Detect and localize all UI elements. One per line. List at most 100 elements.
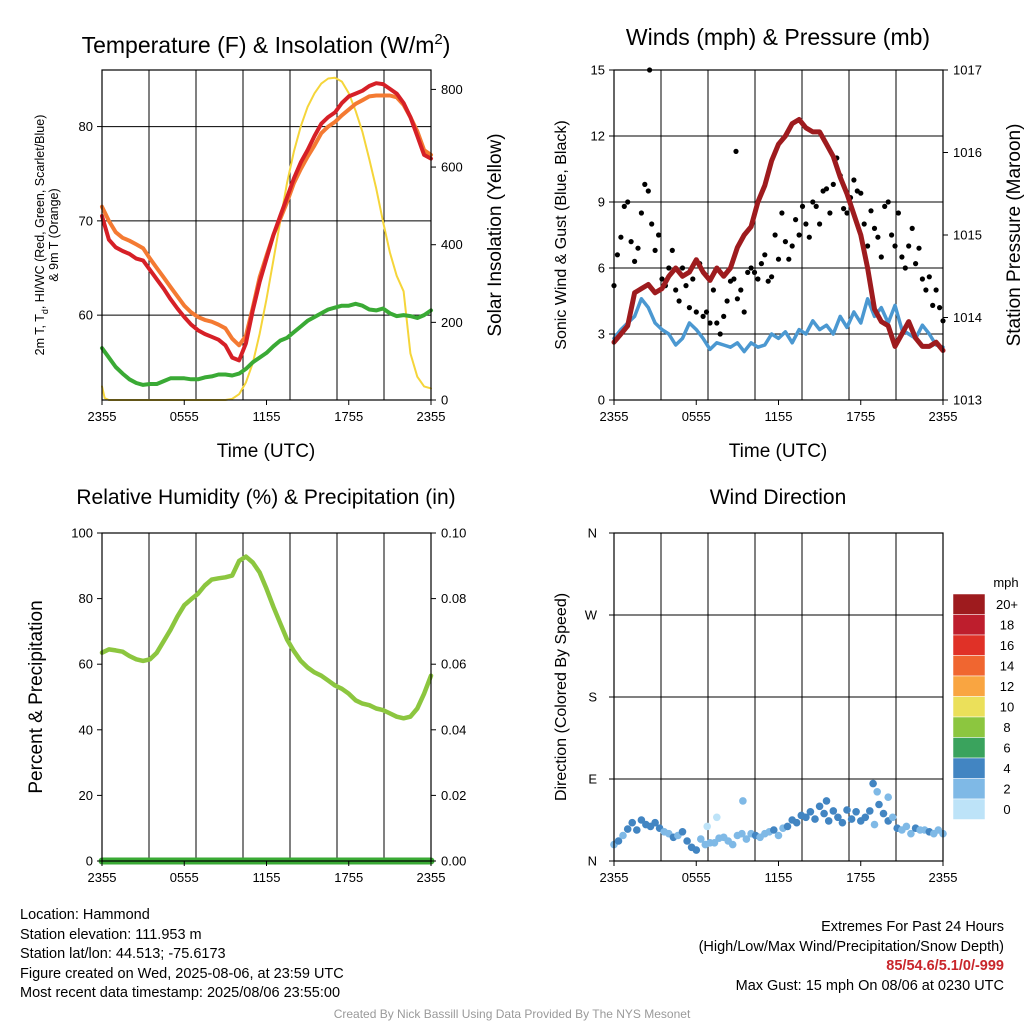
y-axis-label-humidity: Percent & Precipitation xyxy=(26,600,47,793)
gust-point xyxy=(937,305,943,311)
gust-point xyxy=(638,210,645,216)
direction-point xyxy=(792,818,801,827)
y-right-axis-label-winds: Station Pressure (Maroon) xyxy=(1004,124,1024,347)
gust-point xyxy=(762,252,768,258)
gust-point xyxy=(878,254,884,260)
y-tick-label: 20 xyxy=(79,788,93,803)
y-tick-label: 0 xyxy=(86,854,93,869)
y-right-tick-label: 1013 xyxy=(953,393,982,408)
y-tick-label: 3 xyxy=(598,327,605,342)
y-right-axis-text: Station Pressure (Maroon) xyxy=(1004,124,1024,347)
extremes-subtitle: (High/Low/Max Wind/Precipitation/Snow De… xyxy=(698,938,1004,955)
plot-area-winds xyxy=(614,70,943,400)
y-tick-label: 9 xyxy=(598,195,605,210)
plot-area-humidity xyxy=(102,533,431,861)
direction-point xyxy=(806,808,815,816)
gust-point xyxy=(779,210,785,216)
direction-point xyxy=(728,840,737,849)
direction-point xyxy=(902,822,911,831)
gust-point xyxy=(909,225,915,231)
y-right-tick-label: 0.04 xyxy=(441,722,466,737)
gust-point xyxy=(751,269,758,275)
direction-point xyxy=(866,807,874,815)
y-right-axis-label-temperature: Solar Insolation (Yellow) xyxy=(485,133,506,336)
y-axis-label-temperature: 2m T, Td, HI/WC (Red, Green, Scarlet/Blu… xyxy=(33,115,61,356)
extremes-title: Extremes For Past 24 Hours xyxy=(821,919,1004,935)
y-right-tick-label: 1014 xyxy=(953,310,982,325)
direction-point xyxy=(861,813,870,822)
direction-point xyxy=(738,829,746,838)
y-right-tick-label: 600 xyxy=(441,160,463,175)
gust-point xyxy=(889,232,895,238)
gust-point xyxy=(755,276,761,282)
gust-point xyxy=(765,278,771,284)
direction-point xyxy=(852,808,860,816)
gust-point xyxy=(930,302,936,308)
direction-point xyxy=(739,797,747,805)
gust-point xyxy=(693,309,699,315)
gust-point xyxy=(782,239,789,245)
direction-point xyxy=(875,800,883,809)
direction-point xyxy=(822,797,831,805)
gust-point xyxy=(926,274,932,280)
colorbar-title: mph xyxy=(993,575,1018,590)
direction-point xyxy=(907,829,915,838)
gust-point xyxy=(717,331,723,337)
y-right-axis-text: Solar Insolation (Yellow) xyxy=(485,133,506,336)
x-tick-label: 1155 xyxy=(253,409,281,424)
y-axis-label-line: & 9m T (Orange) xyxy=(47,188,61,281)
gust-point xyxy=(916,245,922,251)
y-axis-text: Sonic Wind & Gust (Blue, Black) xyxy=(553,120,570,349)
direction-point xyxy=(847,815,856,823)
y-right-tick-label: 0.10 xyxy=(441,526,466,541)
x-tick-label: 2355 xyxy=(417,409,446,424)
gust-point xyxy=(817,221,823,227)
gust-point xyxy=(683,283,689,289)
gust-point xyxy=(625,199,631,205)
gust-point xyxy=(714,320,720,326)
gust-point xyxy=(642,181,648,187)
gust-point xyxy=(895,210,902,216)
gust-point xyxy=(614,252,621,258)
colorbar-label: 6 xyxy=(1003,741,1010,756)
gust-point xyxy=(666,265,672,271)
colorbar-label: 4 xyxy=(1003,761,1010,776)
y-right-tick-label: 200 xyxy=(441,315,463,330)
temperature-series-line xyxy=(100,301,433,387)
gust-point xyxy=(892,243,898,249)
gust-point xyxy=(724,298,730,304)
gust-point xyxy=(858,190,864,196)
gust-point xyxy=(919,276,926,282)
direction-point xyxy=(697,835,705,843)
gust-point xyxy=(632,258,638,264)
direction-point xyxy=(742,835,751,843)
x-tick-label: 1755 xyxy=(846,409,875,424)
y-tick-label: 12 xyxy=(591,129,605,144)
direction-point xyxy=(770,826,778,834)
gust-point xyxy=(738,287,744,293)
gust-point xyxy=(731,276,737,282)
gust-point xyxy=(775,256,782,262)
direction-point xyxy=(683,837,691,845)
y-tick-label: 0 xyxy=(598,393,605,408)
gust-point xyxy=(772,232,778,238)
panel-title-wind-direction: Wind Direction xyxy=(710,486,847,509)
gust-point xyxy=(882,203,888,209)
credit-line: Created By Nick Bassill Using Data Provi… xyxy=(333,1007,691,1021)
plot-area-temperature xyxy=(102,70,431,400)
y-axis-text: Percent & Precipitation xyxy=(26,600,47,793)
direction-point xyxy=(829,807,838,815)
temperature-series-line xyxy=(101,76,432,401)
gust-point xyxy=(871,225,878,231)
direction-point xyxy=(869,779,877,788)
gust-point xyxy=(700,313,706,319)
gust-point xyxy=(618,234,624,240)
gust-point xyxy=(686,305,693,311)
colorbar-label: 12 xyxy=(1000,679,1014,694)
direction-point xyxy=(888,813,897,822)
direction-point xyxy=(651,818,659,827)
colorbar-swatch xyxy=(952,757,986,779)
gust-point xyxy=(669,247,675,253)
station-latlon: Station lat/lon: 44.513; -75.6173 xyxy=(20,946,226,962)
y-right-tick-label: 0.02 xyxy=(441,788,466,803)
